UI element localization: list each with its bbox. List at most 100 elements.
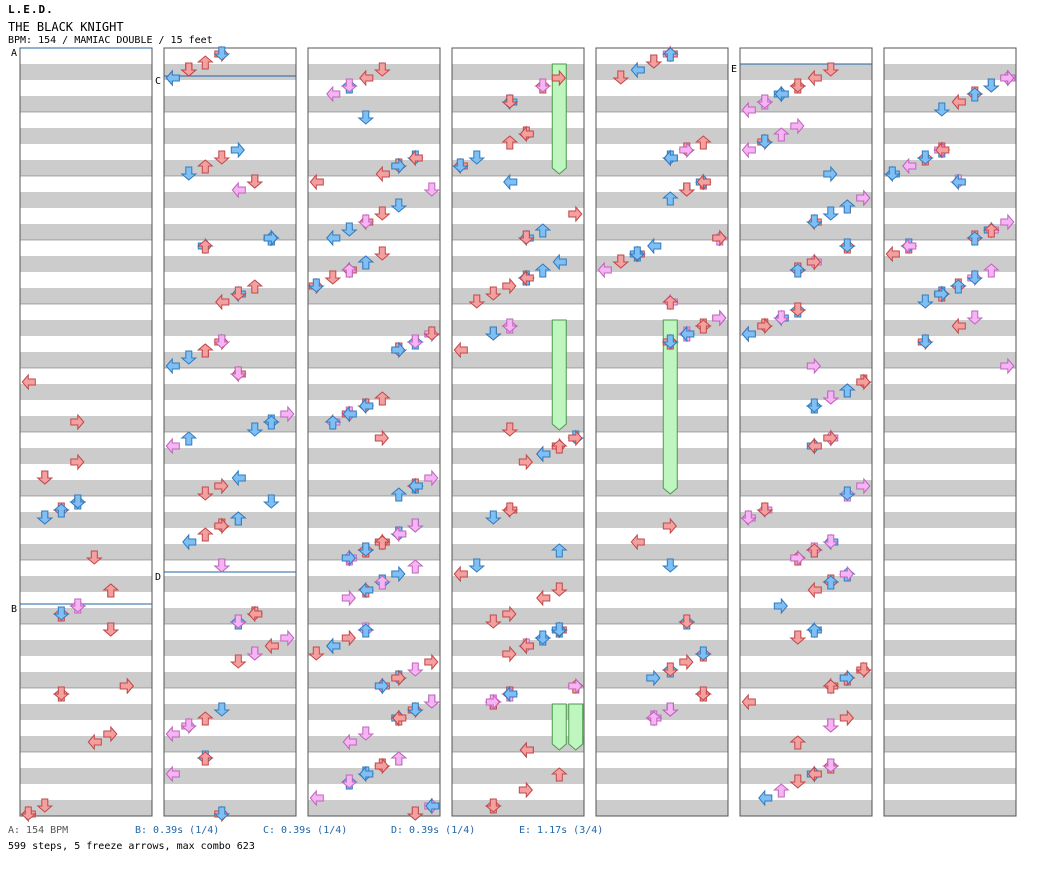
stripe (164, 96, 296, 112)
step-arrow (357, 726, 375, 741)
step-arrow (326, 229, 341, 247)
step-arrow (264, 637, 279, 655)
step-arrow (213, 558, 231, 573)
step-arrow (230, 141, 245, 159)
step-arrow (262, 494, 280, 509)
step-arrow (280, 629, 295, 647)
step-arrow (951, 173, 966, 191)
section-marker-label: A (11, 48, 17, 59)
stripe (596, 800, 728, 816)
step-arrow (807, 581, 822, 599)
step-arrow (502, 277, 517, 295)
song-title: THE BLACK KNIGHT (8, 20, 124, 34)
step-arrow (246, 422, 264, 437)
step-arrow (165, 357, 180, 375)
step-arrow (21, 373, 36, 391)
stripe (596, 320, 728, 336)
step-arrow (822, 575, 840, 590)
step-arrow (52, 503, 70, 518)
step-arrow (196, 55, 214, 70)
step-arrow (484, 326, 502, 341)
step-arrow (772, 783, 790, 798)
step-arrow (678, 182, 696, 197)
step-arrow (307, 646, 325, 661)
step-arrow (661, 191, 679, 206)
stripe (452, 320, 584, 336)
step-arrow (453, 565, 468, 583)
stripe (20, 256, 152, 272)
stripe (884, 352, 1016, 368)
step-arrow (822, 62, 840, 77)
step-arrow (340, 78, 358, 93)
step-arrow (229, 366, 247, 381)
step-arrow (518, 453, 533, 471)
step-arrow (180, 166, 198, 181)
step-arrow (838, 199, 856, 214)
step-arrow (823, 165, 838, 183)
step-arrow (484, 510, 502, 525)
step-arrow (502, 605, 517, 623)
step-arrow (839, 709, 854, 727)
step-arrow (341, 629, 356, 647)
step-arrow (196, 486, 214, 501)
step-arrow (263, 229, 278, 247)
step-arrow (391, 341, 406, 359)
step-arrow (87, 733, 102, 751)
stripe (308, 800, 440, 816)
step-arrow (165, 437, 180, 455)
stripe (740, 448, 872, 464)
stripe (20, 224, 152, 240)
step-arrow (307, 278, 325, 293)
step-arrow (102, 583, 120, 598)
step-arrow (246, 279, 264, 294)
step-arrow (390, 198, 408, 213)
step-arrow (568, 205, 583, 223)
stripe (308, 64, 440, 80)
step-arrow (696, 173, 711, 191)
step-arrow (196, 239, 214, 254)
step-arrow (340, 222, 358, 237)
step-arrow (359, 69, 374, 87)
step-arrow (406, 806, 424, 821)
stripe (884, 576, 1016, 592)
step-arrow (550, 439, 568, 454)
step-arrow (373, 206, 391, 221)
step-arrow (373, 391, 391, 406)
step-arrow (182, 533, 197, 551)
stripe (596, 480, 728, 496)
stripe (740, 416, 872, 432)
stripe (452, 672, 584, 688)
step-arrow (630, 533, 645, 551)
step-arrow (805, 543, 823, 558)
step-arrow (661, 702, 679, 717)
step-arrow (424, 653, 439, 671)
stripe (884, 288, 1016, 304)
stripe (884, 704, 1016, 720)
stripe (884, 672, 1016, 688)
step-arrow (180, 350, 198, 365)
stripe (20, 512, 152, 528)
step-arrow (807, 437, 822, 455)
step-arrow (694, 319, 712, 334)
stripe (164, 448, 296, 464)
step-arrow (568, 677, 583, 695)
stripe (164, 480, 296, 496)
stripe (740, 736, 872, 752)
stripe (308, 544, 440, 560)
step-arrow (408, 149, 423, 167)
stripe (164, 768, 296, 784)
step-arrow (213, 46, 231, 61)
stripe (596, 384, 728, 400)
step-arrow (757, 317, 772, 335)
step-arrow (951, 93, 966, 111)
stripe (740, 288, 872, 304)
step-arrow (822, 390, 840, 405)
step-arrow (552, 253, 567, 271)
step-arrow (229, 286, 247, 301)
stripe (884, 320, 1016, 336)
freeze-arrow (551, 703, 567, 751)
step-arrow (628, 246, 646, 261)
freeze-arrow (662, 319, 678, 495)
chart-panel (595, 47, 729, 817)
stripe (164, 704, 296, 720)
